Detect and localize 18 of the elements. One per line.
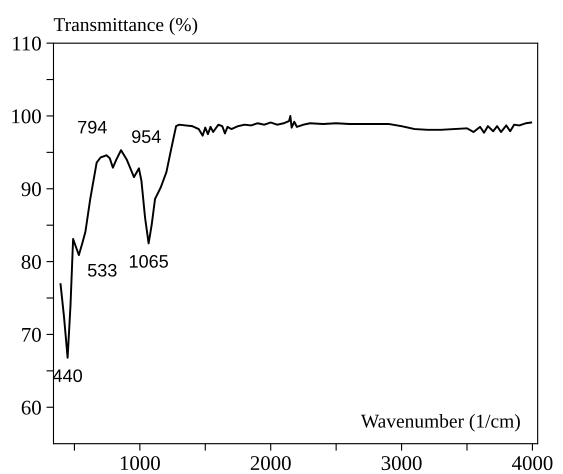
line-series [60, 114, 532, 359]
y-tick-label: 60 [22, 400, 41, 415]
y-tick-label: 110 [13, 36, 41, 51]
x-tick-label: 4000 [512, 456, 552, 470]
y-tick-label: 90 [22, 182, 41, 196]
y-tick-label: 80 [22, 254, 41, 270]
x-tick-label: 2000 [250, 456, 291, 470]
y-tick-label: 70 [22, 328, 41, 342]
y-tick-label: 100 [12, 109, 41, 124]
x-tick-label: 3000 [382, 456, 422, 470]
y-axis-title: Transmittance (%) [54, 17, 198, 36]
annotation: 954 [132, 130, 161, 144]
annotation: 440 [52, 369, 82, 382]
annotation: 533 [88, 264, 117, 277]
annotation: 1065 [130, 254, 168, 268]
x-axis-title: Wavenumber (1/cm) [360, 414, 520, 432]
annotation: 794 [78, 120, 107, 134]
x-tick-label: 1000 [120, 456, 160, 470]
